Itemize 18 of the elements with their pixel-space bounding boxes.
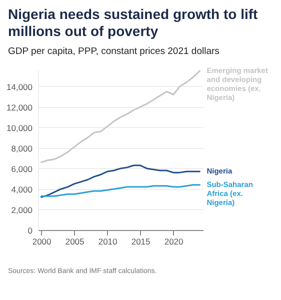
y-tick-label: 8,000 xyxy=(11,143,33,154)
x-tick-label: 2005 xyxy=(65,236,85,246)
y-tick-label: 0 xyxy=(28,226,33,236)
x-tick-label: 2000 xyxy=(32,236,52,246)
y-tick-label: 2,000 xyxy=(11,204,33,215)
line-series xyxy=(40,184,200,197)
chart-title: Nigeria needs sustained growth to lift millions out of poverty xyxy=(7,5,259,40)
chart-subtitle: GDP per capita, PPP, constant prices 2021 dollars xyxy=(7,45,220,57)
y-tick-label: 14,000 xyxy=(6,82,33,92)
line-series xyxy=(40,164,200,198)
y-tick-label: 4,000 xyxy=(11,184,33,194)
y-tick-label: 10,000 xyxy=(6,122,33,133)
y-tick-label: 6,000 xyxy=(11,164,33,174)
x-tick-label: 2015 xyxy=(131,236,151,246)
x-tick-label: 2010 xyxy=(98,236,118,246)
y-tick-label: 12,000 xyxy=(6,102,33,112)
line-series xyxy=(40,70,200,164)
x-tick-label: 2020 xyxy=(164,236,184,246)
